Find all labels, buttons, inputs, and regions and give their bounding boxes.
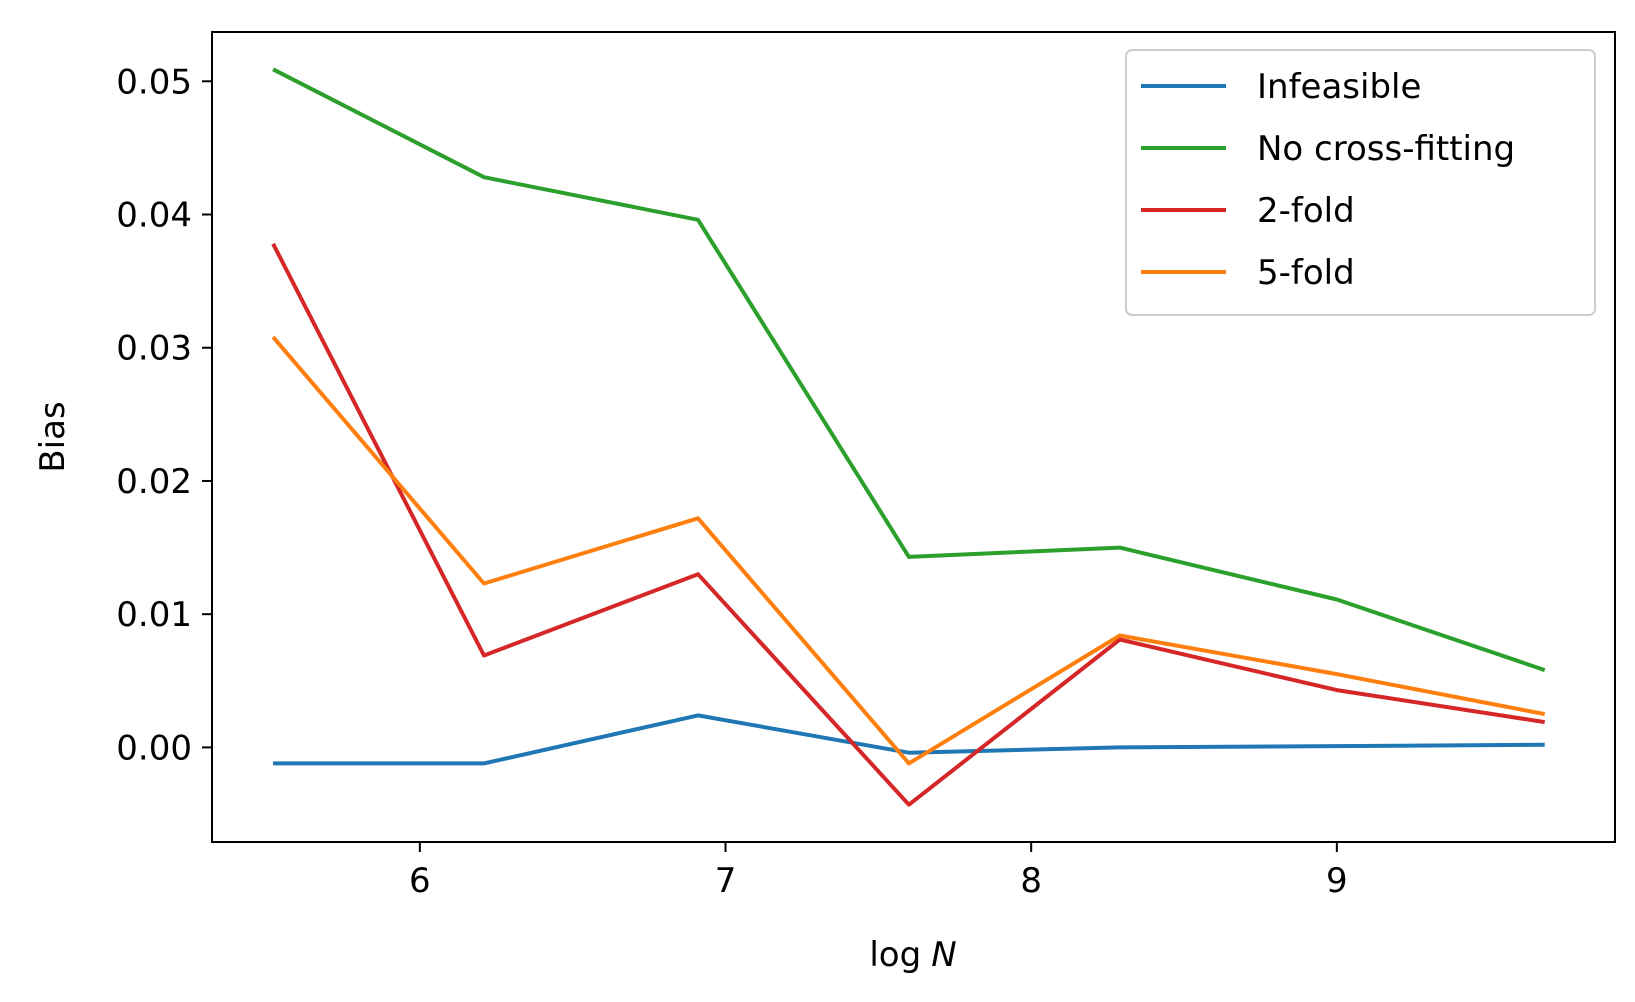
axes-frame — [211, 31, 1616, 843]
series-line-5-fold — [271, 335, 1546, 766]
y-axis-label: Bias — [33, 401, 73, 472]
x-axis-ticks: 6 7 8 9 — [409, 842, 1348, 901]
x-tick-label: 9 — [1326, 861, 1348, 901]
y-tick-label: 0.00 — [116, 728, 192, 768]
series-layer — [271, 67, 1546, 807]
legend-label: No cross-fitting — [1257, 129, 1515, 169]
y-tick-label: 0.04 — [116, 196, 192, 236]
y-tick-label: 0.05 — [116, 62, 192, 102]
legend-label: 2-fold — [1257, 191, 1355, 231]
x-tick-label: 6 — [409, 861, 431, 901]
x-axis-label: log N — [869, 935, 956, 975]
legend-label: 5-fold — [1257, 253, 1355, 293]
series-line-no-cross-fitting — [272, 67, 1546, 672]
series-line-infeasible — [273, 713, 1545, 766]
y-tick-label: 0.01 — [116, 595, 192, 635]
legend-box — [1125, 49, 1596, 316]
x-axis-label-text: log — [869, 935, 921, 975]
series-line-2-fold — [271, 242, 1546, 807]
x-axis-label-variable: N — [931, 935, 956, 975]
y-axis-ticks: 0.00 0.01 0.02 0.03 0.04 0.05 — [116, 62, 212, 768]
y-tick-label: 0.03 — [116, 329, 192, 369]
x-tick-label: 7 — [715, 861, 737, 901]
y-tick-label: 0.02 — [116, 462, 192, 502]
x-tick-label: 8 — [1020, 861, 1042, 901]
legend-label: Infeasible — [1257, 67, 1421, 107]
legend: Infeasible No cross-fitting 2-fold 5-fold — [1125, 49, 1596, 316]
legend-entries: Infeasible No cross-fitting 2-fold 5-fold — [1141, 67, 1515, 293]
